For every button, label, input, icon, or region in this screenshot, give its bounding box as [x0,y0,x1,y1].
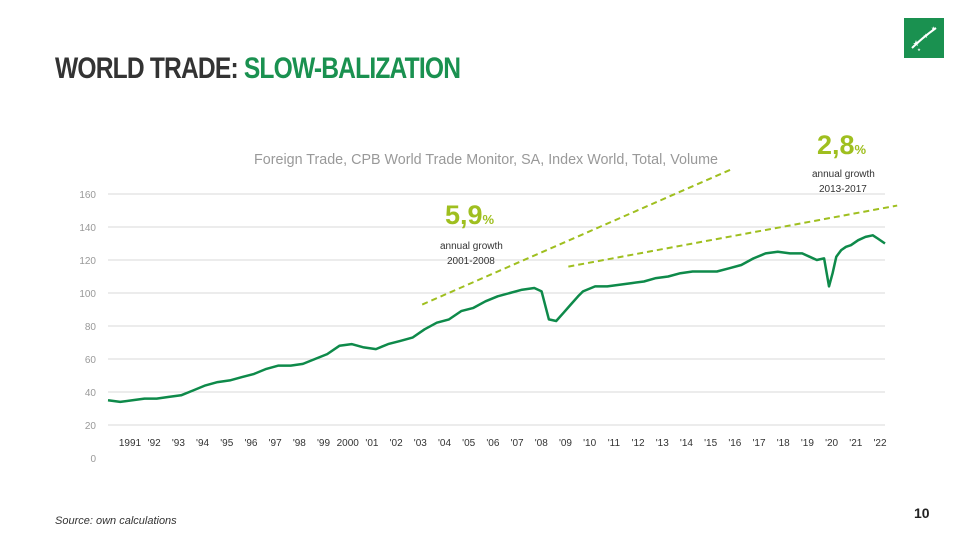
x-tick-label: '92 [148,438,161,449]
x-tick-label: '15 [704,438,717,449]
page-number: 10 [914,505,930,521]
title-part-2: SLOW-BALIZATION [243,52,461,85]
x-tick-label: '19 [801,438,814,449]
slide-title: WORLD TRADE: SLOW-BALIZATION [55,52,461,86]
trend-line-2 [568,204,898,268]
x-tick-label: '14 [680,438,693,449]
x-tick-label: '20 [825,438,838,449]
y-axis-ticks: 0 20 40 60 80 100 120 140 160 [79,190,96,465]
y-tick-label: 60 [85,355,97,366]
x-tick-label: '06 [486,438,499,449]
x-tick-label: '01 [365,438,378,449]
x-tick-label: '97 [269,438,282,449]
trend-label-2: 2,8% [817,130,867,160]
x-tick-label: '22 [873,438,886,449]
x-tick-label: '99 [317,438,330,449]
trade-volume-series-line [107,234,886,404]
x-tick-label: '16 [728,438,741,449]
x-tick-label: '08 [535,438,548,449]
x-tick-label: '96 [244,438,257,449]
y-tick-label: 20 [85,421,97,432]
x-tick-label: '12 [632,438,645,449]
trend-lines [421,168,898,306]
x-tick-label: '10 [583,438,596,449]
trend-desc-1-line2: 2001-2008 [447,256,495,267]
trend-desc-2-line2: 2013-2017 [819,184,867,195]
x-tick-label: '02 [390,438,403,449]
x-tick-label: '95 [220,438,233,449]
x-tick-label: '94 [196,438,209,449]
x-tick-label: '17 [753,438,766,449]
x-tick-label: '09 [559,438,572,449]
x-axis-ticks: 1991 '92 '93 '94 '95 '96 '97 '98 '99 2000 '01 '02 '0… [119,438,887,449]
y-tick-label: 0 [90,454,96,465]
y-tick-label: 160 [79,190,96,201]
x-tick-label: '03 [414,438,427,449]
trend-desc-1-line1: annual growth [440,241,503,252]
x-tick-label: '11 [608,438,621,449]
bnp-stars-logo-icon [904,18,944,58]
y-tick-label: 140 [79,223,96,234]
x-tick-label: '18 [777,438,790,449]
grid-lines [108,193,885,426]
x-tick-label: '05 [462,438,475,449]
x-tick-label: 2000 [337,438,360,449]
x-tick-label: 1991 [119,438,142,449]
y-tick-label: 40 [85,388,97,399]
title-part-1: WORLD TRADE: [55,52,244,85]
trend-desc-2-line1: annual growth [812,169,875,180]
x-tick-label: '21 [849,438,862,449]
source-note: Source: own calculations [55,515,177,527]
trend-label-1: 5,9% [445,200,495,230]
trend-line-1 [421,168,732,306]
y-tick-label: 80 [85,322,97,333]
x-tick-label: '13 [656,438,669,449]
x-tick-label: '04 [438,438,451,449]
x-tick-label: '98 [293,438,306,449]
y-tick-label: 120 [79,256,96,267]
chart-title: Foreign Trade, CPB World Trade Monitor, … [254,151,718,168]
x-tick-label: '93 [172,438,185,449]
x-tick-label: '07 [511,438,524,449]
y-tick-label: 100 [79,289,96,300]
